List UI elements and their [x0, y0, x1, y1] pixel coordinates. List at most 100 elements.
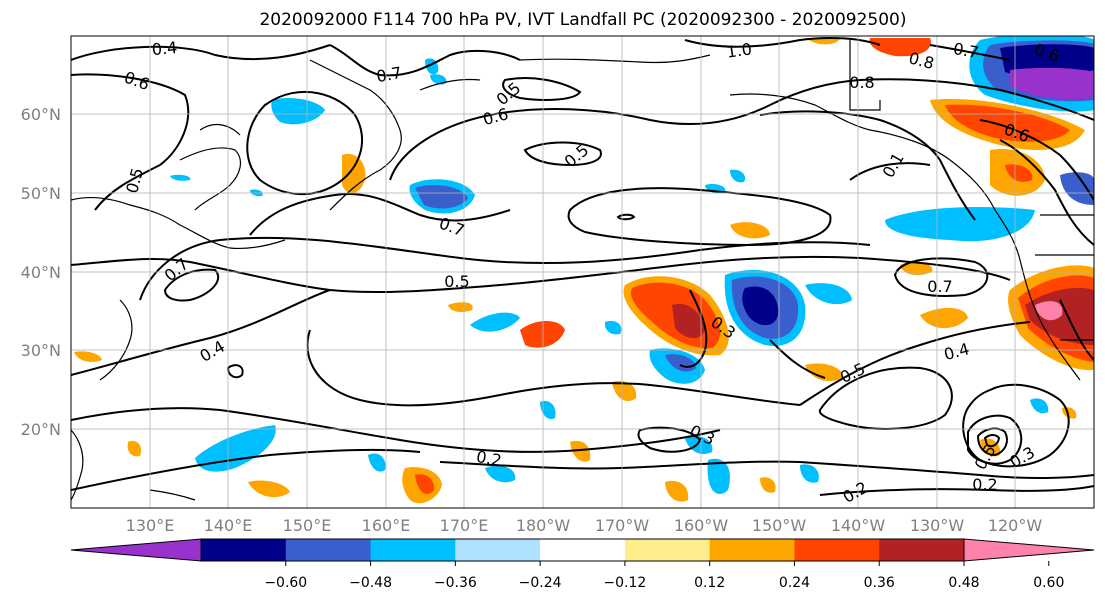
colorbar-segment [540, 539, 626, 561]
coastline [1035, 214, 1094, 341]
lat-tick-label: 20°N [21, 420, 61, 439]
anomaly-shading-negative [730, 169, 746, 183]
colorbar-segment [201, 539, 287, 561]
pv-contour [523, 141, 602, 167]
colorbar-segment [285, 539, 372, 561]
pv-contour [329, 44, 521, 77]
contour-label: 0.4 [151, 38, 178, 59]
colorbar-tick-label: −0.36 [434, 575, 477, 591]
contour-label: 0.2 [972, 475, 997, 494]
anomaly-shading-positive [869, 38, 931, 57]
pv-contour [819, 485, 1094, 496]
coastline [519, 54, 711, 64]
pv-contour [769, 339, 826, 379]
pv-contour [616, 213, 636, 221]
anomaly-shading-negative [604, 320, 622, 335]
pv-contour [246, 90, 364, 196]
lon-tick-label: 130°E [126, 516, 175, 535]
anomaly-shading-negative [800, 464, 819, 483]
anomaly-shading-negative [805, 283, 852, 305]
anomaly-shading-positive [1005, 164, 1033, 182]
pv-contour [962, 383, 1070, 468]
map-gridlines [71, 36, 1094, 508]
colorbar-tick-label: 0.48 [948, 575, 979, 591]
lon-tick-label: 150°E [283, 516, 332, 535]
lon-tick-label: 120°W [988, 516, 1043, 535]
anomaly-shading-positive [127, 440, 142, 457]
pv-contour [306, 329, 801, 407]
contour-label: 1.0 [725, 39, 753, 61]
contour-label: 0.2 [475, 447, 503, 470]
coastline [99, 299, 133, 381]
anomaly-shading-positive [612, 380, 637, 402]
coastline [994, 209, 1081, 381]
coastline [729, 93, 871, 131]
colorbar-segments [71, 539, 1094, 561]
anomaly-shading-negative [485, 465, 516, 483]
lat-tick-label: 50°N [21, 184, 61, 203]
colorbar: −0.60 −0.48 −0.36 −0.24 −0.12 0.12 0.24 0.36 0.4… [70, 538, 1095, 591]
pv-contour [139, 236, 871, 301]
longitude-labels: 130°E 140°E 150°E 160°E 170°E 180°W 170°… [126, 516, 1043, 535]
colorbar-segment [370, 539, 456, 561]
anomaly-shading-positive [672, 303, 705, 339]
anomaly-shading-negative [430, 74, 447, 85]
anomaly-shading-negative [470, 312, 520, 332]
pv-contour [567, 187, 832, 247]
lon-tick-label: 140°W [831, 516, 886, 535]
contour-label: 0.7 [952, 39, 980, 62]
pv-contour [389, 104, 771, 181]
colorbar-ticks: −0.60 −0.48 −0.36 −0.24 −0.12 0.12 0.24 0.36 0.4… [264, 561, 1064, 591]
coastlines [71, 38, 1094, 501]
anomaly-shading-positive [1035, 301, 1063, 321]
pv-contour [71, 73, 190, 211]
anomaly-shading-positive [805, 38, 840, 45]
pv-contours [71, 36, 1094, 496]
anomaly-shading-positive [415, 474, 435, 495]
coastline [199, 123, 241, 136]
anomaly-shading-negative [1060, 172, 1094, 205]
anomaly-shading-negative [742, 286, 779, 326]
colorbar-tick-label: 0.12 [694, 575, 725, 591]
anomaly-shading-negative [707, 458, 730, 495]
map-panel: 0.4 0.6 0.7 0.6 0.5 0.5 1.0 0.8 0.7 0.6 … [70, 35, 1095, 509]
contour-label: 0.7 [927, 277, 952, 296]
colorbar-segment [964, 539, 1094, 561]
latitude-labels: 60°N 50°N 40°N 30°N 20°N [21, 105, 61, 439]
anomaly-shading-negative [540, 400, 556, 420]
anomaly-shading-negative [1030, 398, 1049, 414]
coastline [229, 239, 286, 250]
colorbar-segment [794, 539, 880, 561]
pv-contour [818, 366, 953, 430]
contour-label: 0.5 [444, 272, 469, 291]
pv-contour [1059, 299, 1094, 361]
lat-tick-label: 40°N [21, 263, 61, 282]
anomaly-shading-negative [1010, 67, 1094, 100]
pv-contour [71, 44, 331, 61]
colorbar-frame [200, 538, 965, 562]
pv-contour [849, 162, 931, 181]
colorbar-tick-label: 0.24 [779, 575, 810, 591]
colorbar-segment [879, 539, 965, 561]
lon-tick-label: 180°W [516, 516, 571, 535]
pv-contour [769, 78, 1094, 121]
lon-tick-label: 170°W [595, 516, 650, 535]
pv-contour [637, 426, 702, 453]
anomaly-shading-positive [805, 363, 843, 382]
colorbar-tick-label: 0.36 [864, 575, 895, 591]
lon-tick-label: 160°W [674, 516, 729, 535]
anomaly-shading-positive [570, 440, 591, 462]
anomaly-shading-positive [448, 302, 473, 313]
pv-contour [71, 255, 1011, 294]
pv-contour [71, 448, 421, 491]
pv-contour [979, 119, 1094, 201]
anomaly-shading-negative [195, 425, 276, 472]
anomaly-shading-positive [1062, 407, 1077, 419]
anomaly-shading-negative [685, 435, 713, 455]
anomaly-shading-positive [920, 307, 968, 329]
map-frame [70, 35, 1095, 509]
pv-contour [226, 364, 244, 379]
pv-contour [249, 193, 511, 236]
colorbar-tick-label: 0.60 [1033, 575, 1064, 591]
pv-contour [893, 257, 989, 297]
